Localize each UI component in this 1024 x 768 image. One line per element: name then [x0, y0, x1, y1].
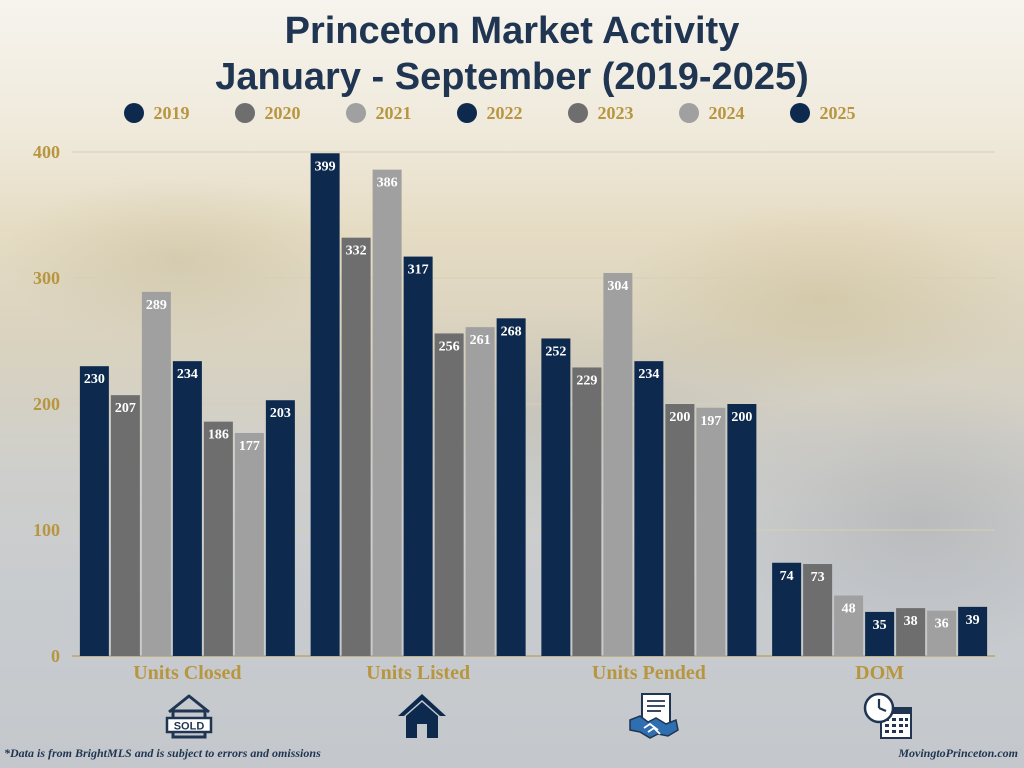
legend-item-2024: 2024: [678, 100, 790, 126]
legend-item-2021: 2021: [345, 100, 457, 126]
bar-2019-3: [772, 562, 802, 656]
bar-2024-0: [234, 432, 264, 656]
legend-item-2020: 2020: [234, 100, 346, 126]
title-line-2: January - September (2019-2025): [215, 56, 809, 98]
bar-2025-0: [265, 400, 295, 656]
data-label: 38: [904, 614, 918, 629]
data-label: 229: [576, 373, 597, 388]
bar-2023-0: [203, 421, 233, 656]
legend-label: 2025: [819, 102, 856, 123]
data-label: 399: [315, 159, 336, 174]
legend-label: 2023: [597, 102, 634, 123]
legend-swatch: [456, 103, 477, 123]
data-label: 234: [177, 367, 198, 382]
legend-item-2019: 2019: [123, 100, 235, 126]
house-icon: [398, 694, 446, 738]
chart-title: Princeton Market Activity January - Sept…: [0, 8, 1024, 100]
y-tick-label: 400: [33, 142, 60, 162]
data-label: 200: [731, 410, 752, 425]
bar-2025-2: [727, 404, 757, 656]
data-label: 48: [842, 602, 856, 617]
legend-label: 2020: [264, 102, 301, 123]
sold-text: SOLD: [174, 721, 205, 733]
sold-sign-icon: SOLD: [165, 694, 213, 739]
bar-2019-2: [541, 338, 571, 656]
title-line-1: Princeton Market Activity: [284, 10, 740, 52]
data-label: 261: [470, 333, 491, 348]
bar-2019-1: [310, 153, 340, 656]
data-label: 386: [377, 176, 398, 191]
legend-item-2023: 2023: [567, 100, 679, 126]
website-link[interactable]: MovingtoPrinceton.com: [898, 746, 1018, 760]
legend-label: 2022: [486, 102, 523, 123]
category-label: Units Listed: [366, 662, 470, 684]
data-label: 317: [408, 263, 429, 278]
category-label: Units Pended: [592, 662, 706, 684]
bar-2021-3: [834, 595, 864, 656]
data-label: 234: [638, 367, 659, 382]
legend-label: 2019: [153, 102, 190, 123]
bar-2023-1: [434, 333, 464, 656]
legend-swatch: [345, 103, 366, 123]
legend-swatch: [567, 103, 588, 123]
category-label: DOM: [855, 662, 904, 684]
bar-2023-3: [896, 608, 926, 656]
y-tick-label: 100: [33, 520, 60, 540]
data-label: 207: [115, 401, 136, 416]
data-label: 177: [239, 439, 260, 454]
data-label: 197: [700, 414, 721, 429]
bar-2024-3: [927, 610, 957, 656]
data-label: 200: [669, 410, 690, 425]
bar-2025-1: [496, 318, 526, 656]
bar-2021-0: [141, 291, 171, 656]
data-label: 256: [439, 339, 460, 354]
bar-2023-2: [665, 404, 695, 656]
legend-swatch: [123, 103, 144, 123]
data-label: 186: [208, 428, 229, 443]
legend-label: 2024: [708, 102, 745, 123]
data-label: 36: [935, 617, 949, 632]
data-label: 230: [84, 372, 105, 387]
legend-item-2025: 2025: [789, 100, 901, 126]
data-label: 332: [346, 244, 367, 259]
bar-2020-2: [572, 367, 602, 656]
data-label: 268: [501, 324, 522, 339]
data-label: 35: [873, 618, 887, 633]
bar-2025-3: [958, 606, 988, 656]
category-label: Units Closed: [133, 662, 241, 684]
data-label: 252: [545, 344, 566, 359]
bar-2022-0: [172, 361, 202, 656]
legend-swatch: [678, 103, 699, 123]
bar-2020-1: [341, 237, 371, 656]
bar-2021-2: [603, 272, 633, 656]
legend-swatch: [789, 103, 810, 123]
data-label: 74: [780, 569, 794, 584]
bar-2024-2: [696, 407, 726, 656]
data-label: 73: [811, 570, 825, 585]
legend-item-2022: 2022: [456, 100, 568, 126]
bar-2024-1: [465, 327, 495, 656]
bar-2019-0: [79, 366, 109, 656]
y-tick-label: 300: [33, 268, 60, 288]
bar-2020-3: [803, 564, 833, 656]
data-label: 289: [146, 298, 167, 313]
handshake-contract-icon: [629, 693, 679, 739]
data-label: 203: [270, 406, 291, 421]
clock-calendar-icon: [863, 692, 912, 739]
legend-swatch: [234, 103, 255, 123]
y-tick-label: 0: [51, 646, 60, 666]
bar-2022-3: [865, 611, 895, 656]
bar-2020-0: [110, 395, 140, 656]
data-label: 304: [607, 279, 628, 294]
bar-2022-1: [403, 256, 433, 656]
bar-2022-2: [634, 361, 664, 656]
data-label: 39: [966, 613, 980, 628]
bar-2021-1: [372, 169, 402, 656]
y-tick-label: 200: [33, 394, 60, 414]
legend-label: 2021: [375, 102, 412, 123]
footnote: *Data is from BrightMLS and is subject t…: [4, 746, 321, 760]
legend: 2019 2020 2021 2022 2023 2024 2025: [0, 100, 1024, 126]
